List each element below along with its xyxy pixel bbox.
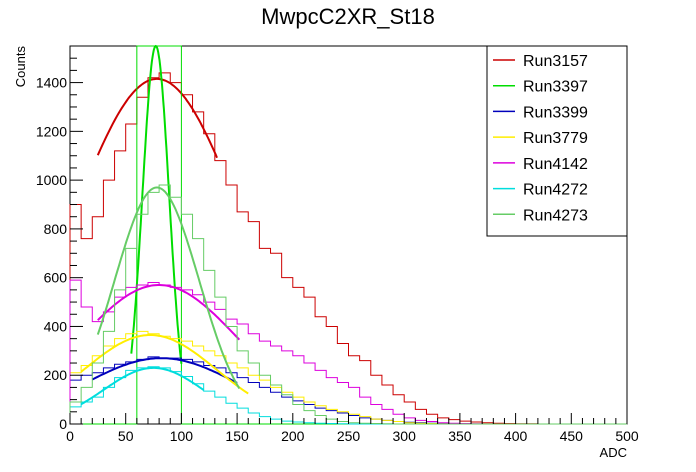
histogram-run4273 [69,184,627,425]
y-tick-label: 200 [44,367,68,383]
y-tick-label: 0 [59,416,67,432]
fit-curve-run3399 [91,357,238,384]
x-tick-label: 100 [170,428,194,444]
fit-curve-run4142 [97,284,241,341]
y-tick-label: 1200 [36,123,67,139]
fit-curve-run3157 [96,77,218,159]
legend-label-run3157: Run3157 [523,53,588,70]
legend-label-run4273: Run4273 [523,207,588,224]
y-tick-label: 800 [44,221,68,237]
legend-label-run3779: Run3779 [523,130,588,147]
plot-area: 0 50 100 150 200 250 300 350 400 450 500 0 200 400 600… [36,44,639,444]
fit-curve-run3397 [130,44,183,364]
x-tick-label: 250 [337,428,361,444]
fit-curve-run3779 [80,334,249,395]
x-axis-label: ADC [600,445,627,460]
x-tick-label: 50 [118,428,134,444]
y-tick-label: 1400 [36,75,67,91]
y-tick-label: 600 [44,270,68,286]
fit-curve-run4273 [96,186,241,389]
x-tick-label: 300 [393,428,417,444]
x-tick-label: 150 [225,428,249,444]
legend-label-run3399: Run3399 [523,104,588,121]
y-axis-label: Counts [13,46,28,88]
legend-label-run4142: Run4142 [523,156,588,173]
legend-label-run3397: Run3397 [523,79,588,96]
x-tick-label: 200 [281,428,305,444]
y-tick-label: 1000 [36,172,67,188]
legend-box [486,45,628,237]
legend-label-run4272: Run4272 [523,182,588,199]
fit-curve-run4272 [80,366,205,406]
chart-title: MwpcC2XR_St18 [261,4,435,29]
y-tick-label: 400 [44,318,68,334]
x-tick-label: 450 [560,428,584,444]
x-tick-label: 350 [448,428,472,444]
x-tick-label: 500 [615,428,639,444]
x-tick-label: 400 [504,428,528,444]
legend: Run3157 Run3397 Run3399 Run3779 Run4142 Run42… [486,45,628,237]
x-tick-label: 0 [66,428,74,444]
